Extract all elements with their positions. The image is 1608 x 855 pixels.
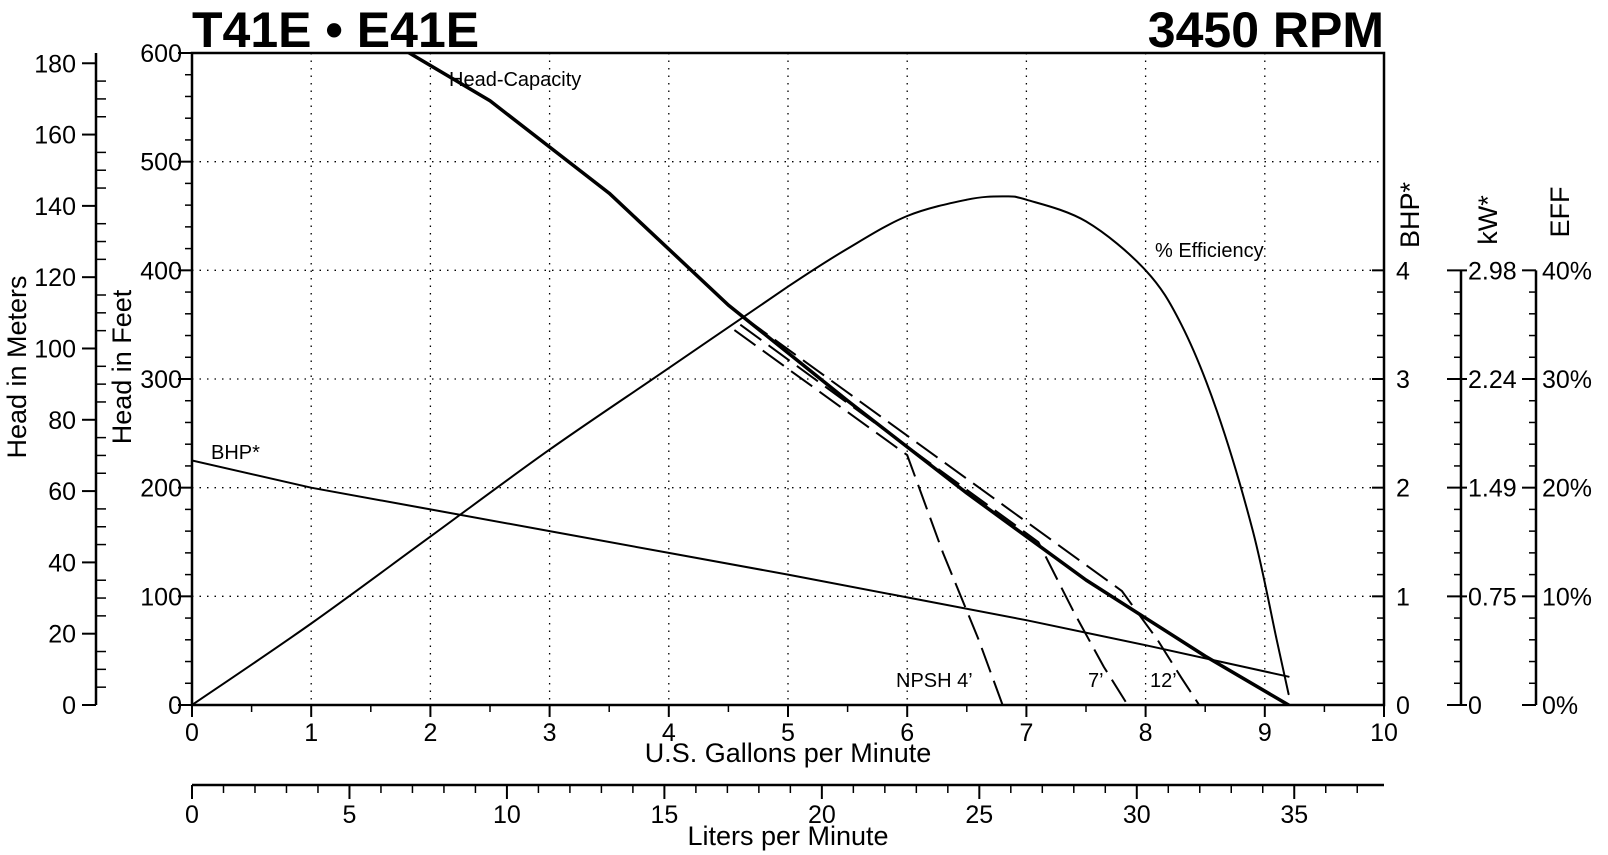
x-lpm-tick-label: 35 [1280,801,1308,829]
series-3-line [733,329,1004,705]
eff-axis-title: EFF [1545,187,1575,238]
x-lpm-tick-label: 0 [185,801,199,829]
y-feet-tick-label: 600 [140,40,182,68]
x-lpm-tick-label: 15 [650,801,678,829]
bhp-tick-label: 0 [1396,692,1410,720]
y-feet-tick-label: 100 [140,583,182,611]
annotation-efficiency: % Efficiency [1155,240,1264,262]
kw-axis-title: kW* [1473,195,1503,245]
eff-tick-label: 40% [1542,257,1592,285]
x-axis-title-gpm: U.S. Gallons per Minute [645,738,932,768]
chart-title-left: T41E • E41E [192,2,479,58]
eff-tick-label: 30% [1542,366,1592,394]
y-feet-tick-label: 0 [168,692,182,720]
eff-tick-label: 0% [1542,692,1578,720]
y-meters-tick-label: 60 [48,478,76,506]
y-feet-tick-label: 300 [140,366,182,394]
bhp-tick-label: 3 [1396,366,1410,394]
x-gpm-tick-label: 8 [1139,719,1153,747]
y-meters-tick-label: 40 [48,549,76,577]
x-gpm-tick-label: 5 [781,719,795,747]
annotation-npsh7: 7’ [1088,670,1104,692]
y-meters-tick-label: 20 [48,621,76,649]
annotation-npsh4: NPSH 4’ [896,670,973,692]
x-gpm-tick-label: 1 [304,719,318,747]
y-feet-tick-label: 500 [140,149,182,177]
axes: 0100200300400500600020406080100120140160… [34,40,1592,829]
y-meters-tick-label: 160 [34,122,76,150]
bhp-tick-label: 1 [1396,583,1410,611]
x2-axis-title-lpm: Liters per Minute [687,821,888,851]
series-2-line [192,459,1290,678]
eff-tick-label: 20% [1542,475,1592,503]
bhp-tick-label: 2 [1396,475,1410,503]
x-lpm-tick-label: 20 [808,801,836,829]
x-lpm-tick-label: 10 [493,801,521,829]
x-lpm-tick-label: 30 [1123,801,1151,829]
x-lpm-tick-label: 25 [965,801,993,829]
series-1-line [192,195,1290,705]
y-feet-tick-label: 400 [140,257,182,285]
x-gpm-tick-label: 10 [1370,719,1398,747]
eff-tick-label: 10% [1542,583,1592,611]
series [192,53,1291,705]
kw-tick-label: 1.49 [1468,475,1517,503]
annotation-bhp: BHP* [211,442,260,464]
kw-tick-label: 0 [1468,692,1482,720]
annotation-head-capacity: Head-Capacity [449,69,581,91]
x-gpm-tick-label: 0 [185,719,199,747]
kw-tick-label: 0.75 [1468,583,1517,611]
series-4-line [739,323,1129,705]
x-gpm-tick-label: 4 [662,719,676,747]
bhp-tick-label: 4 [1396,257,1410,285]
chart-title-right: 3450 RPM [1148,2,1384,58]
series-5-line [745,318,1201,705]
y-meters-tick-label: 120 [34,264,76,292]
x-gpm-tick-label: 9 [1258,719,1272,747]
y-feet-tick-label: 200 [140,475,182,503]
y-meters-tick-label: 100 [34,335,76,363]
bhp-axis-title: BHP* [1395,181,1425,248]
x-gpm-tick-label: 7 [1019,719,1033,747]
x-gpm-tick-label: 6 [900,719,914,747]
y-meters-tick-label: 0 [62,692,76,720]
y-meters-tick-label: 140 [34,193,76,221]
kw-tick-label: 2.98 [1468,257,1517,285]
series-0-line [405,53,1291,705]
y-meters-tick-label: 180 [34,50,76,78]
x-gpm-tick-label: 3 [543,719,557,747]
x-lpm-tick-label: 5 [343,801,357,829]
y-meters-tick-label: 80 [48,407,76,435]
x-gpm-tick-label: 2 [423,719,437,747]
annotation-npsh12: 12’ [1150,670,1177,692]
kw-tick-label: 2.24 [1468,366,1517,394]
y-axis-title-meters: Head in Meters [2,275,32,458]
y-axis-title-feet: Head in Feet [107,289,137,444]
